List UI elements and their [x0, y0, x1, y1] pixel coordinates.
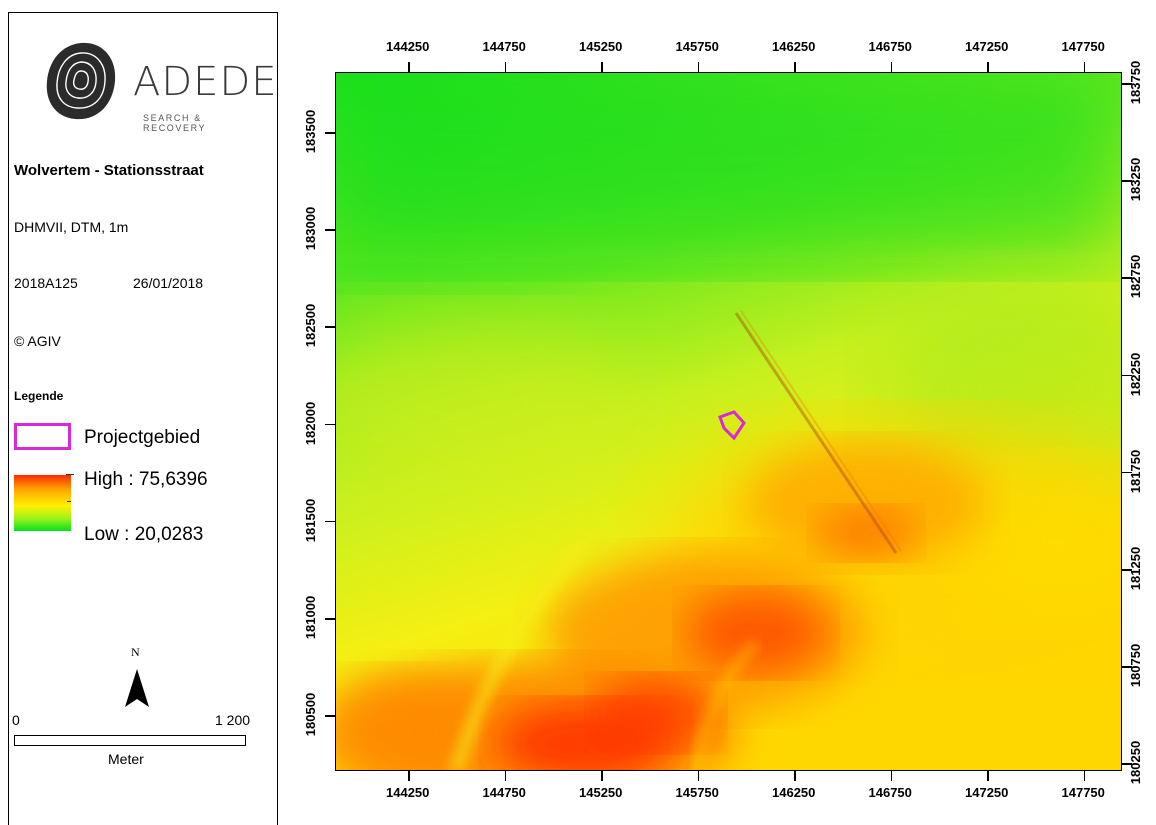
x-tick-bottom-144750: 144750: [482, 785, 526, 800]
elevation-color-ramp: [14, 475, 71, 531]
x-tick-top-144750: 144750: [482, 39, 526, 54]
x-tick-mark-bottom: [601, 771, 603, 781]
x-tick-bottom-147250: 147250: [965, 785, 1009, 800]
x-tick-mark-bottom: [408, 771, 410, 781]
ramp-tick-mid: [67, 501, 71, 502]
x-tick-mark-bottom: [987, 771, 989, 781]
company-logo: ADEDE SEARCH & RECOVERY: [41, 37, 277, 137]
x-tick-mark-bottom: [1083, 771, 1085, 781]
scalebar-unit: Meter: [108, 751, 144, 767]
y-tick-mark-left: [325, 618, 335, 620]
map-title: Wolvertem - Stationsstraat: [14, 162, 204, 179]
north-arrow: N: [119, 645, 155, 715]
y-tick-left-183500: 183500: [303, 109, 319, 154]
x-tick-top-147750: 147750: [1061, 39, 1105, 54]
y-tick-mark-left: [325, 715, 335, 717]
y-tick-mark-right: [1122, 83, 1132, 85]
y-tick-mark-right: [1122, 277, 1132, 279]
x-tick-mark-top: [890, 62, 892, 72]
north-arrow-icon: [125, 669, 149, 707]
y-tick-mark-left: [325, 423, 335, 426]
x-tick-top-144250: 144250: [386, 39, 430, 54]
logo-wordmark: ADEDE: [133, 59, 278, 105]
x-tick-bottom-146750: 146750: [868, 785, 912, 800]
x-tick-mark-bottom: [794, 771, 796, 781]
dem-raster: [336, 73, 1121, 770]
x-tick-bottom-144250: 144250: [386, 785, 430, 800]
legend-panel: ADEDE SEARCH & RECOVERY Wolvertem - Stat…: [8, 12, 278, 825]
y-tick-left-182500: 182500: [303, 304, 319, 348]
y-tick-mark-left: [325, 326, 335, 328]
north-letter: N: [131, 645, 140, 659]
x-tick-top-146250: 146250: [772, 39, 816, 54]
y-tick-left-181000: 181000: [303, 595, 319, 640]
scalebar-start: 0: [12, 712, 20, 728]
x-tick-mark-top: [601, 62, 603, 72]
x-tick-top-146750: 146750: [868, 39, 912, 54]
x-tick-top-147250: 147250: [965, 39, 1009, 54]
y-tick-mark-left: [325, 132, 335, 134]
y-tick-mark-right: [1122, 471, 1132, 474]
scalebar: [14, 735, 246, 746]
scalebar-end: 1 200: [215, 712, 251, 728]
elevation-low-label: Low : 20,0283: [84, 524, 204, 545]
y-tick-left-182000: 182000: [303, 401, 319, 445]
copyright: © AGIV: [14, 333, 61, 349]
x-tick-bottom-147750: 147750: [1061, 785, 1105, 800]
project-code: 2018A125: [14, 275, 78, 291]
x-tick-top-145250: 145250: [579, 39, 623, 54]
x-tick-mark-top: [697, 62, 699, 72]
legend-title: Legende: [14, 389, 64, 403]
y-tick-mark-right: [1122, 666, 1132, 668]
x-tick-mark-bottom: [504, 771, 506, 781]
x-tick-mark-bottom: [697, 771, 699, 781]
y-tick-mark-right: [1122, 569, 1132, 571]
project-area-label: Projectgebied: [84, 427, 201, 448]
x-tick-mark-bottom: [890, 771, 892, 781]
x-tick-top-145750: 145750: [675, 39, 719, 54]
y-tick-left-180500: 180500: [303, 692, 319, 737]
x-tick-mark-top: [1083, 62, 1085, 72]
y-tick-mark-right: [1122, 180, 1132, 182]
y-tick-mark-right: [1122, 763, 1132, 765]
ramp-tick-top: [66, 474, 74, 475]
project-area-polygon[interactable]: [718, 410, 746, 441]
x-tick-bottom-146250: 146250: [772, 785, 816, 800]
x-tick-mark-top: [794, 62, 796, 72]
elevation-map[interactable]: [335, 72, 1122, 771]
y-tick-left-183000: 183000: [303, 206, 319, 251]
y-tick-mark-left: [325, 520, 335, 523]
y-tick-mark-left: [325, 229, 335, 231]
x-tick-bottom-145750: 145750: [675, 785, 719, 800]
x-tick-bottom-145250: 145250: [579, 785, 623, 800]
data-source: DHMVII, DTM, 1m: [14, 219, 129, 235]
x-tick-mark-top: [408, 62, 410, 72]
x-tick-mark-top: [504, 62, 506, 72]
elevation-high-label: High : 75,6396: [84, 469, 208, 490]
y-tick-left-181500: 181500: [303, 498, 319, 542]
map-date: 26/01/2018: [133, 275, 204, 291]
x-tick-mark-top: [987, 62, 989, 72]
project-area-symbol: [14, 423, 71, 450]
y-tick-mark-right: [1122, 374, 1132, 377]
contour-logo-icon: [46, 42, 116, 120]
logo-tagline: SEARCH & RECOVERY: [143, 113, 207, 133]
